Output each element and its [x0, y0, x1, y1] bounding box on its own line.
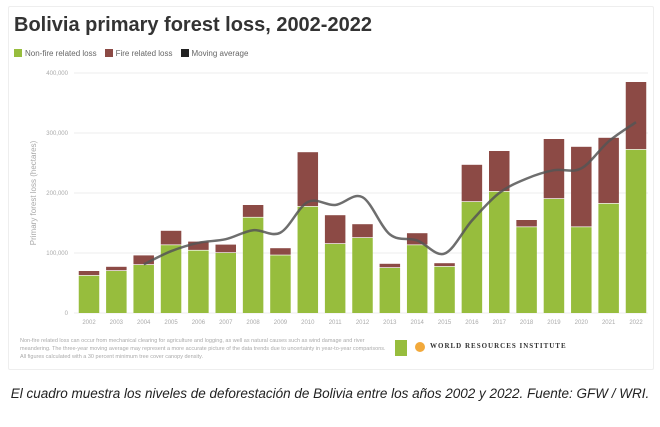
gfw-logo [395, 340, 407, 356]
x-tick-label: 2022 [629, 320, 643, 326]
x-tick-label: 2018 [520, 320, 534, 326]
bar-fire [78, 271, 100, 276]
bar-nonfire [406, 245, 428, 313]
x-tick-label: 2013 [383, 320, 397, 326]
bar-nonfire [489, 191, 510, 313]
chart-plot: 0 100,000 200,000 300,000 400,000 Primary for… [29, 71, 648, 326]
legend-label: Fire related loss [115, 49, 173, 58]
bar-nonfire [188, 250, 209, 313]
bar-fire [270, 248, 291, 255]
y-axis-label: Primary forest loss (hectares) [29, 140, 38, 245]
x-tick-label: 2004 [137, 320, 151, 326]
x-tick-label: 2017 [493, 320, 507, 326]
bar-nonfire [324, 244, 346, 313]
image-caption: El cuadro muestra los niveles de defores… [10, 386, 650, 401]
wri-logo-icon [415, 342, 425, 352]
bar-fire [516, 220, 537, 227]
bar-fire [242, 205, 264, 217]
x-tick-label: 2003 [110, 320, 124, 326]
bar-nonfire [78, 275, 100, 313]
bar-fire [543, 139, 565, 199]
legend-item-moving-average[interactable]: Moving average [180, 49, 249, 58]
x-tick-label: 2019 [547, 320, 561, 326]
y-tick-label: 0 [65, 311, 69, 317]
legend-item-nonfire[interactable]: Non-fire related loss [14, 49, 97, 58]
x-tick-label: 2014 [411, 320, 425, 326]
bar-fire [571, 146, 592, 227]
bar-fire [215, 244, 236, 253]
bar-nonfire [379, 268, 401, 313]
bar-nonfire [242, 217, 264, 313]
bar-nonfire [516, 227, 537, 313]
y-tick-label: 200,000 [46, 191, 68, 197]
x-tick-label: 2015 [438, 320, 452, 326]
bar-fire [133, 255, 154, 265]
bar-fire [598, 137, 619, 204]
x-tick-label: 2008 [246, 320, 260, 326]
x-tick-label: 2006 [192, 320, 206, 326]
bar-fire [106, 266, 127, 271]
bar-nonfire [461, 202, 483, 313]
bar-fire [434, 263, 455, 267]
bar-nonfire [598, 203, 619, 313]
y-tick-label: 300,000 [46, 131, 68, 137]
bar-fire [379, 263, 401, 268]
legend-swatch [104, 49, 113, 57]
bar-fire [324, 215, 346, 244]
x-tick-label: 2016 [465, 320, 479, 326]
bar-nonfire [106, 271, 127, 313]
bar-fire [625, 82, 647, 150]
x-tick-label: 2011 [329, 320, 343, 326]
bar-nonfire [571, 227, 592, 313]
footnote: Non-fire related loss can occur from mec… [20, 338, 386, 360]
bar-fire [297, 152, 319, 207]
x-tick-label: 2009 [274, 320, 288, 326]
legend-item-fire[interactable]: Fire related loss [104, 49, 173, 58]
bar-fire [406, 233, 428, 245]
y-tick-label: 400,000 [46, 71, 68, 77]
legend-label: Non-fire related loss [25, 49, 97, 58]
bar-nonfire [133, 265, 154, 313]
bar-nonfire [215, 253, 236, 313]
x-tick-label: 2005 [164, 320, 178, 326]
legend-label: Moving average [191, 49, 249, 58]
bar-fire [461, 164, 483, 202]
y-tick-label: 100,000 [46, 251, 68, 257]
bar-nonfire [297, 206, 319, 313]
legend-swatch [180, 49, 189, 57]
bar-nonfire [270, 255, 291, 313]
wri-logo: WORLD RESOURCES INSTITUTE [430, 342, 567, 350]
legend: Non-fire related loss Fire related loss … [14, 49, 248, 58]
bar-fire [188, 241, 209, 250]
x-tick-label: 2007 [219, 320, 233, 326]
bar-nonfire [160, 245, 182, 313]
bar-nonfire [543, 199, 565, 313]
x-tick-label: 2002 [82, 320, 96, 326]
legend-swatch [14, 49, 22, 57]
x-tick-label: 2020 [575, 320, 589, 326]
chart-title: Bolivia primary forest loss, 2002-2022 [14, 14, 372, 36]
bar-fire [489, 151, 510, 192]
bar-nonfire [625, 149, 647, 313]
x-tick-label: 2021 [602, 320, 616, 326]
moving-average-line [143, 121, 637, 266]
bar-fire [352, 224, 373, 238]
bar-nonfire [434, 266, 455, 313]
bar-fire [160, 230, 182, 245]
x-tick-label: 2012 [356, 320, 370, 326]
bar-nonfire [352, 238, 373, 313]
x-tick-label: 2010 [301, 320, 315, 326]
